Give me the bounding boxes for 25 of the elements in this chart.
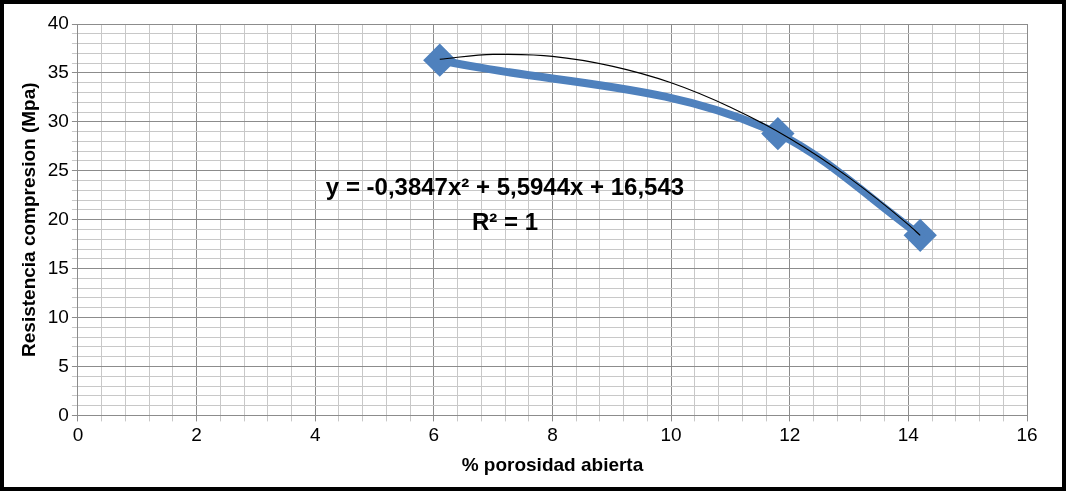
x-tick-label: 12 bbox=[779, 424, 801, 446]
y-tick-label: 5 bbox=[58, 354, 69, 376]
y-tick-label: 40 bbox=[47, 12, 69, 34]
x-axis-title: % porosidad abierta bbox=[461, 453, 644, 475]
x-tick-label: 2 bbox=[191, 424, 202, 446]
y-tick-label: 25 bbox=[47, 159, 69, 181]
annotation: y = -0,3847x² + 5,5944x + 16,543 bbox=[325, 173, 685, 201]
x-tick-label: 16 bbox=[1016, 424, 1038, 446]
y-tick-label: 0 bbox=[58, 403, 69, 425]
x-tick-label: 4 bbox=[309, 424, 321, 446]
x-tick-label: 14 bbox=[897, 424, 920, 446]
y-tick-label: 35 bbox=[47, 61, 69, 83]
point bbox=[905, 220, 936, 251]
y-tick-label: 30 bbox=[47, 110, 69, 132]
point bbox=[424, 45, 455, 76]
y-tick-label: 20 bbox=[47, 207, 69, 229]
y-tick-label: 10 bbox=[47, 305, 69, 327]
x-tick-label: 6 bbox=[428, 424, 440, 446]
y-axis-title: Resistencia compresion (Mpa) bbox=[17, 82, 39, 357]
point bbox=[762, 118, 793, 149]
x-tick-label: 8 bbox=[547, 424, 558, 446]
annotation: R² = 1 bbox=[472, 208, 539, 236]
x-tick-label: 0 bbox=[72, 424, 84, 446]
y-tick-label: 15 bbox=[47, 256, 69, 278]
x-tick-label: 10 bbox=[660, 424, 682, 446]
